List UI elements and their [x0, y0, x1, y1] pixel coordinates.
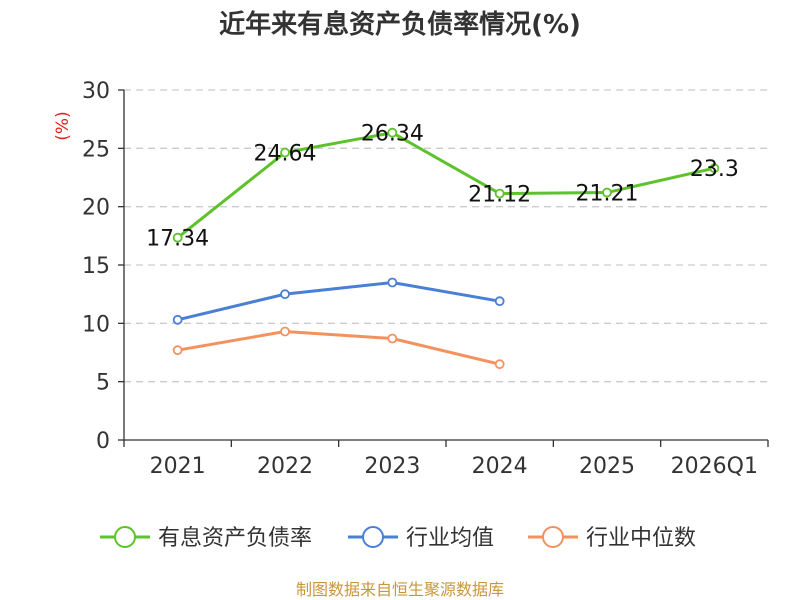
legend-marker — [542, 526, 564, 548]
data-point — [172, 314, 183, 325]
legend-marker — [362, 526, 384, 548]
data-point — [494, 188, 505, 199]
x-tick-label: 2023 — [364, 454, 420, 479]
y-tick-label: 15 — [82, 254, 110, 279]
chart-title: 近年来有息资产负债率情况(%) — [219, 9, 581, 40]
source-note: 制图数据来自恒生聚源数据库 — [296, 580, 504, 599]
series-line — [177, 280, 500, 322]
data-point — [709, 163, 720, 174]
data-label: 17.34 — [146, 227, 209, 252]
data-label: 26.34 — [361, 122, 424, 147]
data-point — [280, 147, 290, 158]
y-tick-label: 30 — [82, 79, 110, 104]
data-label: 24.64 — [254, 142, 317, 167]
y-axis-unit: (%) — [53, 111, 73, 140]
x-tick-label: 2024 — [472, 454, 528, 479]
series-layer: 17.34 24.64 26.34 21.12 21.21 23.3 — [146, 122, 739, 370]
y-tick-label: 20 — [82, 196, 110, 221]
legend: 有息资产负债率 行业均值 行业中位数 — [100, 526, 696, 551]
y-tick-label: 10 — [82, 312, 110, 337]
x-tick-label: 2022 — [257, 454, 313, 479]
data-point — [172, 232, 183, 243]
x-tick-label: 2025 — [579, 454, 635, 479]
x-tick-label: 2026Q1 — [671, 454, 758, 479]
legend-label: 行业中位数 — [586, 526, 696, 551]
data-label: 23.3 — [690, 157, 739, 182]
data-point — [280, 326, 290, 337]
y-tick-label: 25 — [82, 137, 110, 162]
y-tick-label: 5 — [96, 371, 110, 396]
data-point — [280, 289, 290, 300]
data-point — [387, 127, 398, 138]
series-line — [177, 329, 501, 366]
legend-label: 行业均值 — [406, 526, 494, 551]
data-point — [494, 296, 505, 307]
y-tick-label: 0 — [96, 429, 110, 454]
data-label: 21.21 — [576, 182, 639, 207]
legend-marker — [114, 526, 136, 548]
x-tick-label: 2021 — [150, 454, 206, 479]
data-point — [172, 345, 183, 356]
data-point — [494, 359, 505, 370]
data-point — [602, 187, 612, 198]
data-point — [387, 277, 398, 288]
grid-lines — [124, 89, 768, 383]
data-point — [387, 333, 398, 344]
legend-label: 有息资产负债率 — [158, 526, 312, 551]
data-label: 21.12 — [468, 183, 531, 208]
series-line — [176, 131, 715, 239]
